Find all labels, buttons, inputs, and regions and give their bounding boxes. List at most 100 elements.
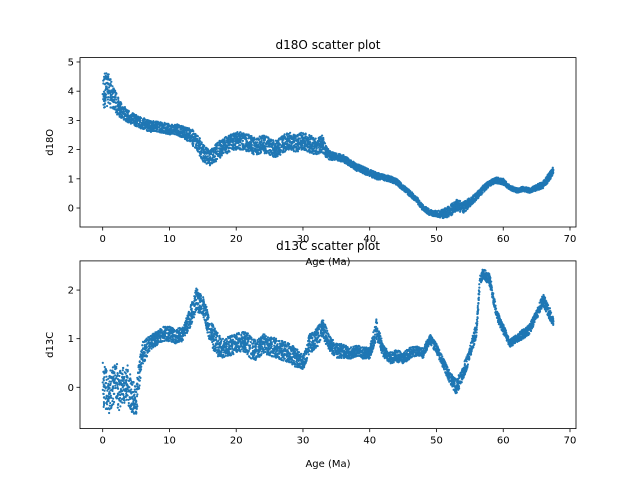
d18o-point [316,141,319,144]
d18o-point [113,107,116,110]
d18o-point [231,148,234,151]
d18o-point [438,210,441,213]
d18o-point [509,187,513,190]
d18o-point [173,126,176,130]
d18o-point [276,150,279,153]
d18o-point [245,143,248,146]
d13c-point [101,381,104,384]
d18o-point [282,138,285,141]
d18o-point [202,155,205,158]
d18o-point [352,165,355,168]
d18o-point [486,186,490,189]
d18o-point [209,152,213,156]
d18o-point [129,122,132,125]
d18o-point [450,214,453,217]
d18o-point [328,158,332,161]
d18o-point [389,175,392,178]
d18o-point [490,180,493,183]
d18o-point [296,144,299,147]
d13c-point [113,392,116,396]
d18o-point [289,131,292,134]
d18o-point [539,181,542,185]
d18o-point [376,173,380,176]
d18o-point [277,143,280,146]
d18o-point [210,147,214,150]
d18o-point [126,120,129,124]
d18o-point [355,167,358,171]
d18o-point [264,148,267,151]
d18o-point [292,144,295,147]
d18o-point [182,125,185,128]
d18o-point [216,150,219,153]
d18o-point [325,148,328,151]
d18o-point [195,138,198,141]
d18o-point [102,95,105,98]
d18o-point [125,114,128,118]
d18o-point [484,187,487,191]
d18o-point [111,95,114,99]
d18o-point [106,98,110,101]
d18o-point [325,154,329,158]
d18o-point [278,146,281,149]
d18o-point [319,136,322,139]
d18o-point [295,139,298,143]
d18o-point [110,80,113,83]
d18o-point [103,78,106,81]
d18o-point [140,125,143,128]
d18o-point [442,216,446,219]
d18o-point [275,141,278,145]
d18o-point [233,133,236,136]
d18o-point [230,143,233,146]
d13c-point [113,372,116,375]
d18o-point [117,96,120,99]
d13c-point [115,363,119,366]
d18o-point [107,73,110,76]
d18o-point [104,89,107,92]
d18o-point [221,141,225,144]
d13c-point [112,402,115,406]
d18o-point [121,112,124,115]
d18o-point [284,149,287,152]
d18o-point [226,146,229,149]
d18o-point [243,144,246,148]
d18o-point [242,143,245,146]
d18o-point [435,209,439,213]
d18o-point [386,174,389,177]
d18o-point [119,101,122,104]
d18o-xlabel: Age (Ma) [305,257,350,268]
d18o-point [106,76,110,80]
d18o-point [218,154,221,157]
d18o-point [292,150,296,153]
d18o-point [285,143,289,146]
d18o-point [469,198,472,201]
d18o-point [256,151,260,154]
d18o-point [120,114,124,117]
d18o-point [157,122,160,125]
d18o-point [290,141,293,144]
d18o-point [242,148,245,151]
d18o-point [127,109,130,112]
d18o-point [204,146,208,150]
d18o-point [178,125,181,128]
d18o-point [143,124,146,127]
d18o-point [305,148,308,151]
d18o-point [263,138,266,142]
d13c-point [112,400,116,404]
d18o-point [550,171,553,174]
d18o-point [198,144,202,147]
d13c-point [102,379,105,382]
d18o-point [411,192,415,196]
d18o-point [348,163,352,166]
d18o-point [249,141,252,144]
d18o-point [241,139,244,142]
d18o-xtick-label: 50 [430,234,443,245]
d18o-point [165,127,168,130]
d18o-point [246,145,249,148]
d18o-point [102,94,106,97]
d18o-point [294,135,297,138]
d13c-point [103,389,106,392]
d13c-point [104,381,108,385]
d18o-point [483,190,486,193]
d18o-point [488,184,492,187]
d18o-point [199,152,202,155]
